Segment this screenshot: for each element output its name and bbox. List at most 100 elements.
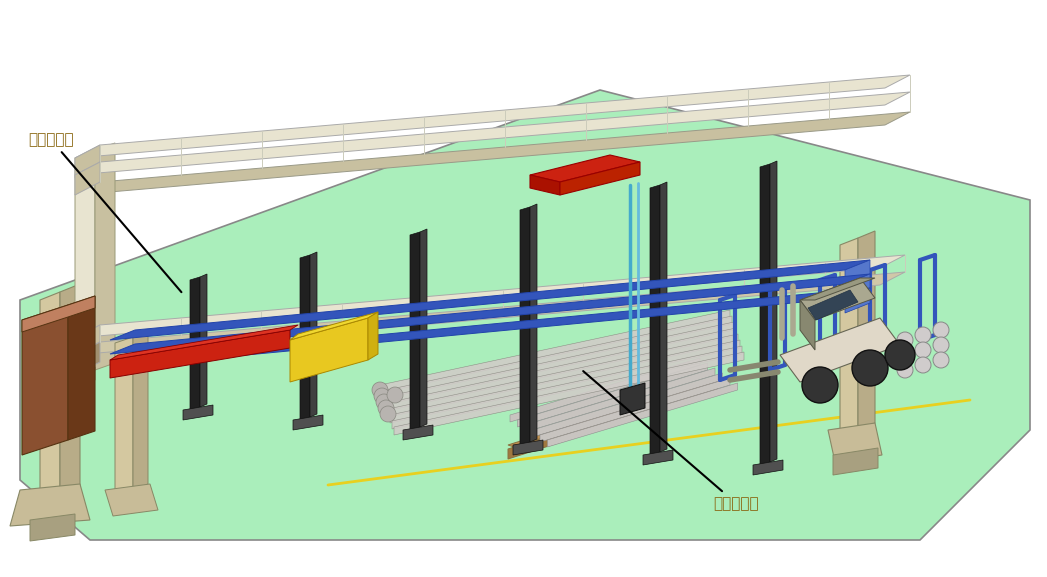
Polygon shape xyxy=(660,182,667,452)
Polygon shape xyxy=(20,90,1030,540)
Polygon shape xyxy=(75,272,905,355)
Polygon shape xyxy=(840,238,857,437)
Circle shape xyxy=(885,340,915,370)
Polygon shape xyxy=(75,325,101,358)
Polygon shape xyxy=(75,150,95,378)
Polygon shape xyxy=(310,252,317,417)
Polygon shape xyxy=(68,296,95,440)
Polygon shape xyxy=(643,450,673,465)
Polygon shape xyxy=(384,322,734,405)
Circle shape xyxy=(387,387,403,403)
Polygon shape xyxy=(110,260,870,340)
Polygon shape xyxy=(389,340,740,423)
Polygon shape xyxy=(110,330,290,378)
Polygon shape xyxy=(22,305,68,455)
Circle shape xyxy=(915,327,931,343)
Circle shape xyxy=(933,352,949,368)
Polygon shape xyxy=(828,423,882,462)
Circle shape xyxy=(897,362,913,378)
Polygon shape xyxy=(403,425,433,440)
Polygon shape xyxy=(22,296,95,332)
Polygon shape xyxy=(800,278,875,300)
Polygon shape xyxy=(410,232,420,430)
Polygon shape xyxy=(190,277,200,410)
Circle shape xyxy=(897,332,913,348)
Circle shape xyxy=(802,367,838,403)
Polygon shape xyxy=(105,484,158,516)
Polygon shape xyxy=(110,274,870,354)
Polygon shape xyxy=(548,383,737,447)
Polygon shape xyxy=(808,290,857,320)
Polygon shape xyxy=(857,231,875,430)
Polygon shape xyxy=(510,358,700,422)
Polygon shape xyxy=(75,112,910,195)
Polygon shape xyxy=(517,363,708,427)
Polygon shape xyxy=(420,229,427,427)
Polygon shape xyxy=(40,292,60,508)
Polygon shape xyxy=(555,170,625,193)
Polygon shape xyxy=(508,382,718,459)
Polygon shape xyxy=(10,484,90,526)
Polygon shape xyxy=(293,415,324,430)
Polygon shape xyxy=(95,143,115,370)
Polygon shape xyxy=(620,383,645,415)
Polygon shape xyxy=(367,312,378,360)
Polygon shape xyxy=(530,204,537,442)
Polygon shape xyxy=(753,460,783,475)
Polygon shape xyxy=(200,274,207,407)
Polygon shape xyxy=(380,310,730,393)
Polygon shape xyxy=(533,373,722,437)
Polygon shape xyxy=(800,278,875,320)
Circle shape xyxy=(378,400,394,416)
Polygon shape xyxy=(290,312,378,340)
Polygon shape xyxy=(382,316,732,399)
Polygon shape xyxy=(650,185,660,455)
Polygon shape xyxy=(133,331,148,490)
Polygon shape xyxy=(513,440,543,455)
Circle shape xyxy=(852,350,888,386)
Polygon shape xyxy=(520,207,530,445)
Polygon shape xyxy=(780,318,900,382)
Polygon shape xyxy=(183,405,213,420)
Text: 吊单根钢管: 吊单根钢管 xyxy=(583,371,759,511)
Circle shape xyxy=(376,394,392,410)
Text: 吊整捆钢管: 吊整捆钢管 xyxy=(28,132,181,292)
Polygon shape xyxy=(75,75,910,158)
Polygon shape xyxy=(800,300,815,350)
Polygon shape xyxy=(833,448,878,475)
Circle shape xyxy=(374,388,389,404)
Polygon shape xyxy=(75,162,101,195)
Polygon shape xyxy=(845,260,870,285)
Polygon shape xyxy=(75,255,905,338)
Polygon shape xyxy=(110,325,298,360)
Polygon shape xyxy=(60,284,80,500)
Polygon shape xyxy=(290,318,367,382)
Polygon shape xyxy=(845,288,870,313)
Polygon shape xyxy=(30,514,75,541)
Polygon shape xyxy=(540,378,730,442)
Polygon shape xyxy=(110,288,870,368)
Polygon shape xyxy=(770,161,777,462)
Polygon shape xyxy=(560,162,640,195)
Polygon shape xyxy=(75,367,95,388)
Polygon shape xyxy=(75,342,101,375)
Polygon shape xyxy=(760,164,770,465)
Polygon shape xyxy=(530,155,640,182)
Circle shape xyxy=(897,347,913,363)
Polygon shape xyxy=(300,255,310,420)
Polygon shape xyxy=(386,328,736,411)
Circle shape xyxy=(933,337,949,353)
Polygon shape xyxy=(388,334,738,417)
Circle shape xyxy=(933,322,949,338)
Polygon shape xyxy=(530,175,560,195)
Polygon shape xyxy=(392,346,742,429)
Circle shape xyxy=(372,382,388,398)
Polygon shape xyxy=(75,145,101,178)
Circle shape xyxy=(915,342,931,358)
Circle shape xyxy=(915,357,931,373)
Polygon shape xyxy=(845,274,870,299)
Circle shape xyxy=(380,406,396,422)
Polygon shape xyxy=(394,352,744,435)
Polygon shape xyxy=(115,337,133,496)
Polygon shape xyxy=(525,368,715,432)
